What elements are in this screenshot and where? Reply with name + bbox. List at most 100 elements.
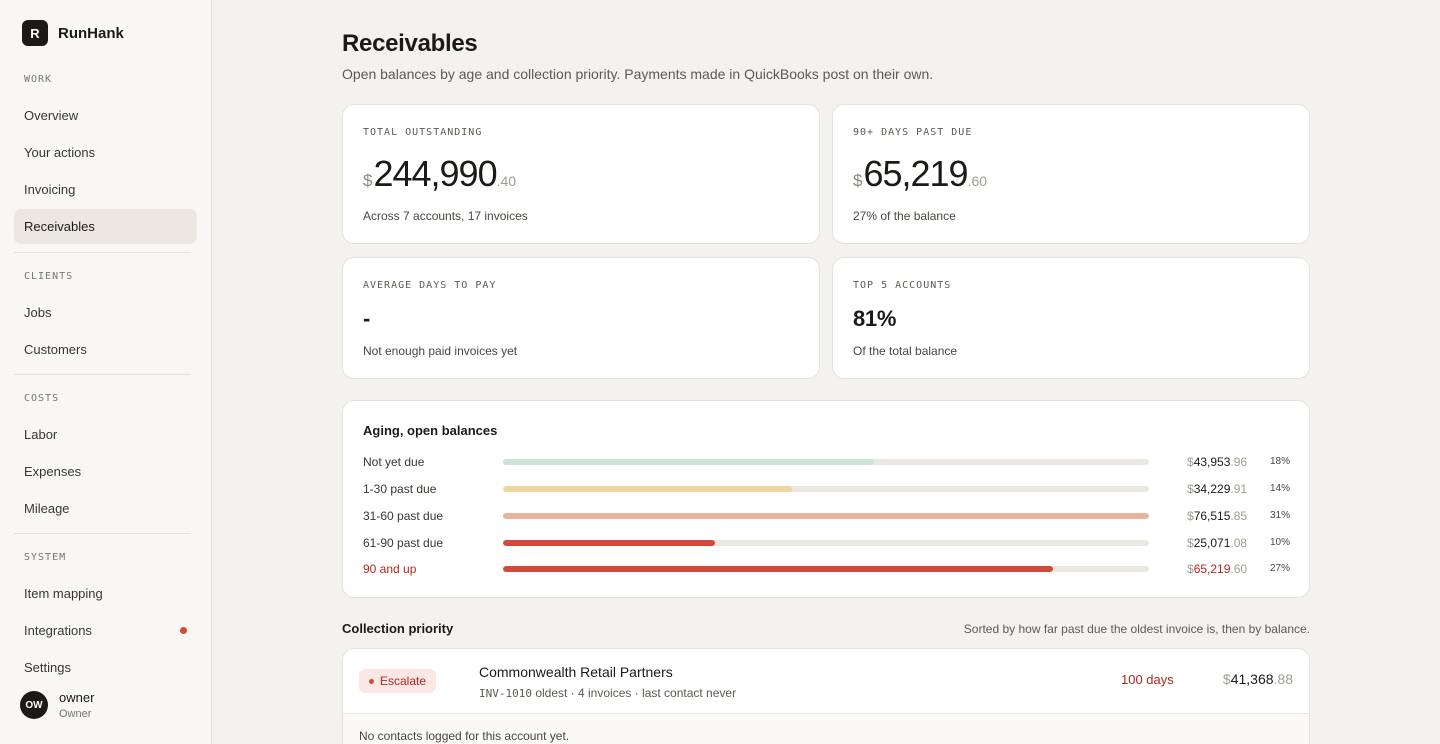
stat-card-top-5-accounts: TOP 5 ACCOUNTS 81% Of the total balance [832, 257, 1310, 379]
stat-card-average-days-to-pay: AVERAGE DAYS TO PAY - Not enough paid in… [342, 257, 820, 379]
stat-value: $ 65,219 .60 [853, 153, 987, 195]
account-contacts-panel: No contacts logged for this account yet. [343, 714, 1309, 744]
currency-symbol: $ [1187, 482, 1194, 496]
nav-section-label: CLIENTS [24, 271, 74, 282]
sidebar-item-integrations[interactable]: Integrations [14, 613, 197, 648]
sidebar-item-item-mapping[interactable]: Item mapping [24, 586, 103, 601]
stat-value: - [363, 306, 370, 332]
currency-symbol: $ [853, 171, 863, 190]
sidebar-item-labor[interactable]: Labor [24, 427, 58, 442]
aging-amount: $65,219.60 [1187, 562, 1247, 576]
aging-bucket-label: 61-90 past due [363, 536, 444, 550]
account-meta-text: oldest · 4 invoices · last contact never [531, 686, 737, 700]
aging-bar-fill [503, 566, 1054, 572]
aging-bar-track [503, 513, 1149, 519]
brand[interactable]: R RunHank [22, 20, 124, 46]
sidebar-item-settings[interactable]: Settings [24, 660, 71, 675]
dot-icon [369, 678, 374, 684]
nav-section-label: COSTS [24, 393, 60, 404]
aging-amount: $34,229.91 [1187, 482, 1247, 496]
stat-note: Not enough paid invoices yet [363, 344, 518, 358]
amount-cents: .40 [496, 173, 517, 189]
badge-label: Escalate [380, 674, 427, 688]
amount-whole: 76,515 [1193, 509, 1231, 523]
sidebar-item-your-actions[interactable]: Your actions [24, 145, 96, 160]
sidebar-item-invoicing[interactable]: Invoicing [24, 182, 76, 197]
aging-bucket-label: 1-30 past due [363, 482, 437, 496]
sidebar-item-overview[interactable]: Overview [24, 108, 79, 123]
sidebar: R RunHank WORK Overview Your actions Inv… [0, 0, 212, 744]
currency-symbol: $ [1187, 562, 1194, 576]
aging-percent: 27% [1269, 563, 1290, 574]
collection-priority-note: Sorted by how far past due the oldest in… [963, 622, 1310, 636]
aging-percent: 18% [1269, 456, 1290, 467]
aging-amount: $43,953.96 [1187, 455, 1247, 469]
aging-row: 61-90 past due $25,071.08 10% [363, 533, 1290, 553]
account-name[interactable]: Commonwealth Retail Partners [479, 664, 673, 680]
sidebar-item-customers[interactable]: Customers [24, 342, 87, 357]
currency-symbol: $ [1187, 455, 1194, 469]
nav-divider [14, 533, 191, 534]
sidebar-item-mileage[interactable]: Mileage [24, 501, 70, 516]
aging-row: Not yet due $43,953.96 18% [363, 452, 1290, 472]
currency-symbol: $ [1222, 671, 1231, 687]
amount-whole: 25,071 [1193, 536, 1231, 550]
aging-amount: $25,071.08 [1187, 536, 1247, 550]
priority-account-row[interactable]: Escalate Commonwealth Retail Partners IN… [342, 648, 1310, 744]
stat-note: 27% of the balance [853, 209, 956, 223]
stat-value: $ 244,990 .40 [363, 153, 516, 195]
sidebar-item-receivables[interactable]: Receivables [14, 209, 197, 244]
amount-cents: .88 [1273, 671, 1293, 687]
stat-note: Across 7 accounts, 17 invoices [363, 209, 528, 223]
amount-cents: .08 [1230, 536, 1248, 550]
stat-label: TOP 5 ACCOUNTS [853, 280, 952, 291]
stat-card-90-days-past-due: 90+ DAYS PAST DUE $ 65,219 .60 27% of th… [832, 104, 1310, 244]
stat-note: Of the total balance [853, 344, 958, 358]
nav-divider [14, 374, 191, 375]
sidebar-item-label: Integrations [24, 623, 92, 638]
amount-cents: .85 [1230, 509, 1248, 523]
amount-cents: .91 [1230, 482, 1248, 496]
amount-whole: 244,990 [373, 153, 497, 194]
aging-bucket-label: Not yet due [363, 455, 425, 469]
brand-logo-icon: R [22, 20, 48, 46]
aging-bar-fill [503, 540, 715, 546]
nav-section-clients: CLIENTS Jobs Customers [14, 270, 197, 367]
divider [343, 713, 1309, 714]
stat-value: 81% [853, 306, 896, 332]
user-name: owner [59, 690, 95, 705]
nav-section-work: WORK Overview Your actions Invoicing Rec… [14, 73, 197, 244]
aging-bar-track [503, 486, 1149, 492]
amount-whole: 41,368 [1230, 671, 1274, 687]
stat-value-text: - [363, 306, 371, 331]
aging-bar-fill [503, 513, 1149, 519]
account-balance: $41,368.88 [1223, 671, 1293, 687]
amount-cents: .96 [1230, 455, 1248, 469]
stat-value-text: 81% [853, 306, 897, 331]
aging-bar-track [503, 540, 1149, 546]
aging-card: Aging, open balances Not yet due $43,953.… [342, 400, 1310, 598]
invoice-number: INV-1010 [479, 687, 532, 700]
nav-divider [14, 252, 191, 253]
nav-section-costs: COSTS Labor Expenses Mileage [14, 392, 197, 526]
sidebar-item-expenses[interactable]: Expenses [24, 464, 82, 479]
user-menu[interactable]: OW owner Owner [20, 690, 94, 720]
aging-amount: $76,515.85 [1187, 509, 1247, 523]
nav-section-label: WORK [24, 74, 53, 85]
aging-percent: 10% [1269, 537, 1290, 548]
amount-whole: 65,219 [863, 153, 968, 194]
page-subtitle: Open balances by age and collection prio… [342, 66, 934, 82]
currency-symbol: $ [1187, 536, 1194, 550]
currency-symbol: $ [363, 171, 373, 190]
stat-label: AVERAGE DAYS TO PAY [363, 280, 497, 291]
sidebar-item-jobs[interactable]: Jobs [24, 305, 52, 320]
aging-bucket-label: 31-60 past due [363, 509, 444, 523]
aging-title: Aging, open balances [363, 423, 498, 438]
aging-percent: 14% [1269, 483, 1290, 494]
aging-bar-track [503, 459, 1149, 465]
stat-label: 90+ DAYS PAST DUE [853, 127, 973, 138]
aging-bar-track [503, 566, 1149, 572]
avatar: OW [20, 691, 48, 719]
nav-section-system: SYSTEM Item mapping Integrations Setting… [14, 551, 197, 685]
stat-card-total-outstanding: TOTAL OUTSTANDING $ 244,990 .40 Across 7… [342, 104, 820, 244]
